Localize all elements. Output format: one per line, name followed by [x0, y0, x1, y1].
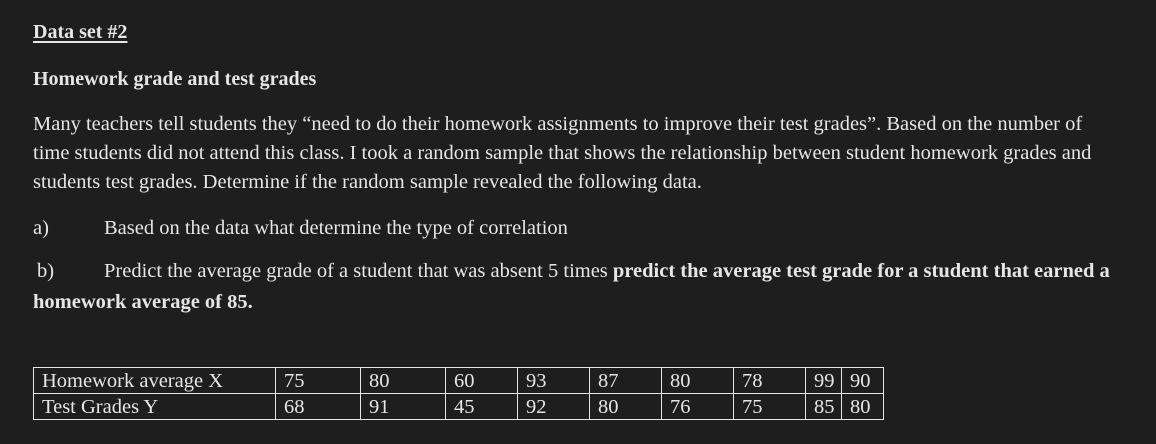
table-cell: 90: [841, 367, 884, 394]
table-cell: 75: [275, 367, 361, 394]
table-cell: 80: [589, 393, 662, 420]
data-table: Homework average X 75 80 60 93 87 80 78 …: [33, 367, 884, 420]
table-cell: 93: [517, 367, 590, 394]
table-cell: 91: [360, 393, 446, 420]
table-cell: 45: [445, 393, 518, 420]
row-label: Test Grades Y: [33, 393, 276, 420]
table-cell: 80: [841, 393, 884, 420]
table-cell: 68: [275, 393, 361, 420]
table-cell: 60: [445, 367, 518, 394]
question-b: b) Predict the average grade of a student…: [33, 256, 1123, 318]
table-row: Homework average X 75 80 60 93 87 80 78 …: [33, 367, 884, 394]
question-b-bold-text: predict the average test grade for a stu…: [33, 260, 1110, 313]
question-a: a) Based on the data what determine the …: [33, 215, 1133, 241]
table-cell: 78: [733, 367, 806, 394]
intro-paragraph: Many teachers tell students they “need t…: [33, 113, 1092, 193]
table-row: Test Grades Y 68 91 45 92 80 76 75 85 80: [33, 393, 884, 420]
question-b-marker: b): [37, 260, 55, 282]
table-cell: 87: [589, 367, 662, 394]
data-set-heading: Data set #2: [33, 21, 128, 43]
table-cell: 99: [805, 367, 842, 394]
table-cell: 75: [733, 393, 806, 420]
section-title: Homework grade and test grades: [33, 68, 317, 90]
question-a-text: Based on the data what determine the typ…: [104, 217, 568, 239]
table-cell: 80: [360, 367, 446, 394]
row-label: Homework average X: [33, 367, 276, 394]
table-cell: 76: [661, 393, 734, 420]
table-cell: 80: [661, 367, 734, 394]
question-b-text: Predict the average grade of a student t…: [104, 260, 613, 282]
document: Data set #2 Homework grade and test grad…: [33, 14, 1133, 318]
question-a-marker: a): [33, 217, 49, 239]
table-cell: 85: [805, 393, 842, 420]
table-cell: 92: [517, 393, 590, 420]
